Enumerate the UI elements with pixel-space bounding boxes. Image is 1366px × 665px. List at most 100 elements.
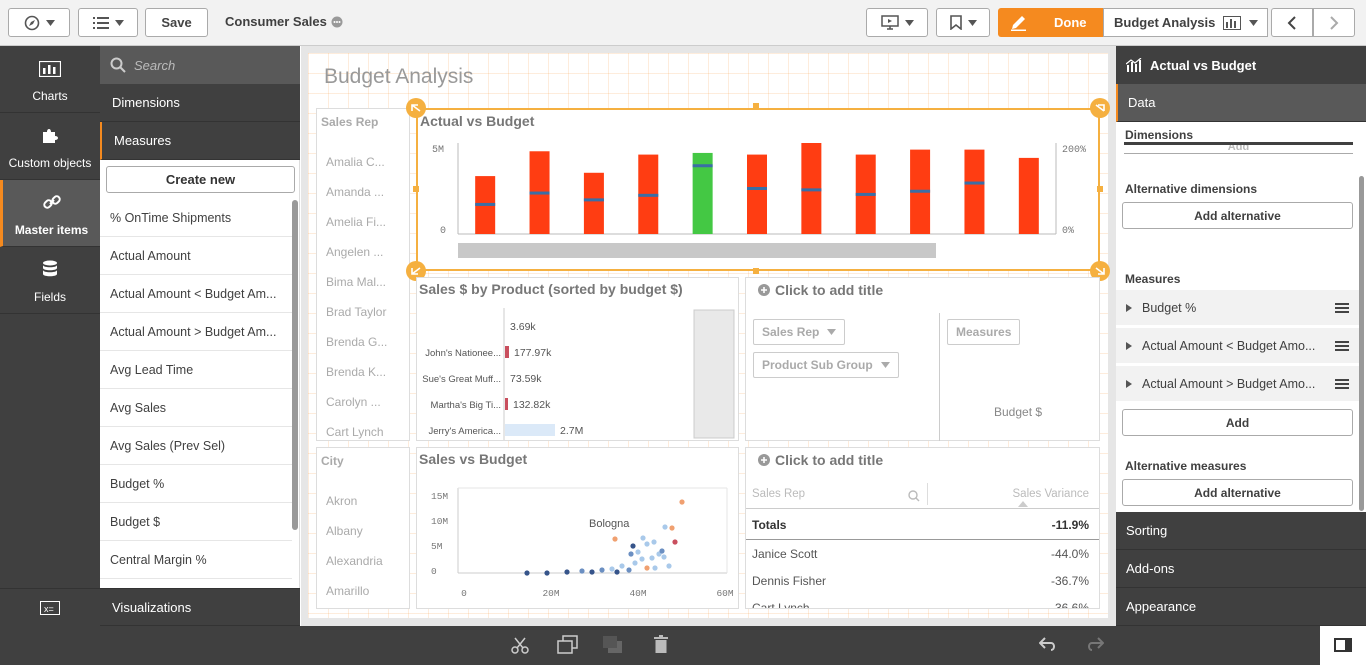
assets-scrollbar[interactable] [292, 200, 298, 530]
visualizations-section[interactable]: Visualizations [100, 588, 300, 626]
avb-scroll-bar[interactable] [458, 243, 936, 258]
sales-rep-value[interactable]: Bima Mal... [326, 275, 387, 289]
avb-budget-marker[interactable] [747, 187, 767, 190]
sheet-selector[interactable]: Budget Analysis [1103, 8, 1268, 37]
nav-variables[interactable]: x= [0, 588, 100, 626]
avb-budget-marker[interactable] [910, 189, 931, 193]
svb-point[interactable] [652, 565, 658, 571]
sales-rep-filter-pane[interactable]: Sales Rep Amalia C... Amanda ... Amelia Fi… [316, 108, 410, 441]
measure-item[interactable]: Avg Lead Time [100, 351, 292, 389]
city-value[interactable]: Akron [326, 494, 358, 508]
sales-vs-budget-chart[interactable]: Sales vs Budget 15M 10M 5M 0 0 20M 40M 60M Bolog… [416, 447, 739, 609]
avb-bar[interactable] [1018, 157, 1039, 234]
svb-point[interactable] [628, 551, 634, 557]
cut-icon[interactable] [511, 636, 529, 654]
sales-rep-value[interactable]: Brenda K... [326, 365, 387, 379]
undo-icon[interactable] [1039, 637, 1057, 651]
table-row-name[interactable]: Dennis Fisher [752, 574, 827, 588]
svb-point[interactable] [649, 555, 655, 561]
bookmark-button[interactable] [936, 8, 990, 37]
create-new-button[interactable]: Create new [106, 166, 295, 193]
svb-point[interactable] [619, 563, 625, 569]
product-plot[interactable]: 3.69k John's Nationee... 177.97k Sue's Grea… [417, 278, 739, 441]
save-button[interactable]: Save [145, 8, 208, 37]
copy-icon[interactable] [557, 635, 579, 655]
redo-icon[interactable] [1086, 637, 1104, 651]
table-col-sales-variance[interactable]: Sales Variance [1012, 488, 1090, 500]
drag-handle-icon[interactable] [1335, 340, 1349, 352]
avb-budget-marker[interactable] [529, 191, 550, 195]
measure-row[interactable]: Actual Amount < Budget Amo... [1116, 328, 1359, 364]
previous-sheet-button[interactable] [1271, 8, 1313, 37]
sales-rep-value[interactable]: Brenda G... [326, 335, 388, 349]
product-bar[interactable] [505, 346, 509, 358]
avb-budget-marker[interactable] [692, 164, 713, 168]
measure-item[interactable]: Avg Sales (Prev Sel) [100, 427, 292, 465]
drag-handle-icon[interactable] [1335, 378, 1349, 390]
sales-rep-value[interactable]: Carolyn ... [326, 395, 381, 409]
measure-item[interactable]: Actual Amount < Budget Am... [100, 275, 292, 313]
paste-icon[interactable] [602, 635, 624, 655]
avb-budget-marker[interactable] [964, 181, 985, 185]
measure-item[interactable]: Budget $ [100, 503, 292, 541]
avb-bar[interactable] [583, 172, 604, 234]
svb-point[interactable] [524, 570, 530, 576]
dimensions-section[interactable]: Dimensions [100, 84, 300, 122]
sales-rep-value[interactable]: Brad Taylor [326, 305, 387, 319]
drag-handle-icon[interactable] [1335, 302, 1349, 314]
pivot-title-area[interactable]: Click to add title [758, 282, 883, 298]
svb-point[interactable] [614, 569, 620, 575]
sorting-section[interactable]: Sorting [1116, 512, 1366, 550]
nav-master-items[interactable]: Master items [0, 180, 100, 247]
svb-point[interactable] [672, 539, 678, 545]
story-button[interactable] [866, 8, 928, 37]
svb-point[interactable] [632, 560, 638, 566]
sales-rep-value[interactable]: Angelen ... [326, 245, 384, 259]
avb-budget-marker[interactable] [638, 193, 659, 197]
dimension-add-button[interactable]: Add [1124, 142, 1353, 154]
pivot-chip-measures[interactable]: Measures [947, 319, 1021, 345]
city-value[interactable]: Alexandria [326, 554, 383, 568]
product-scroll-area[interactable] [693, 309, 735, 439]
svb-point[interactable] [564, 569, 570, 575]
expand-arrow-icon[interactable] [1126, 303, 1132, 312]
table-row-name[interactable]: Cart Lynch [752, 601, 810, 609]
measures-section[interactable]: Measures [100, 122, 300, 160]
avb-budget-marker[interactable] [855, 192, 876, 196]
sales-variance-table[interactable]: Click to add title Sales Rep Sales Varia… [745, 447, 1100, 609]
svb-point[interactable] [644, 541, 650, 547]
trash-icon[interactable] [654, 635, 668, 653]
avb-budget-marker[interactable] [583, 198, 604, 202]
svb-point[interactable] [589, 569, 595, 575]
measure-row[interactable]: Actual Amount > Budget Amo... [1116, 366, 1359, 402]
product-bar[interactable] [505, 424, 555, 436]
measure-item[interactable]: Budget % [100, 465, 292, 503]
city-value[interactable]: Amarillo [326, 584, 370, 598]
city-filter-pane[interactable]: City Akron Albany Alexandria Amarillo [316, 447, 410, 609]
nav-fields[interactable]: Fields [0, 247, 100, 314]
svb-point[interactable] [651, 539, 657, 545]
avb-budget-marker[interactable] [801, 188, 822, 192]
product-label[interactable]: Jerry's America... [428, 426, 501, 437]
product-label[interactable]: Sue's Great Muff... [422, 374, 501, 385]
svb-point[interactable] [609, 566, 615, 572]
table-title-area[interactable]: Click to add title [758, 452, 883, 468]
avb-bar[interactable] [747, 154, 767, 234]
actual-vs-budget-chart[interactable]: Actual vs Budget 5M 0 200% 0% [416, 108, 1100, 271]
svb-point[interactable] [544, 570, 550, 576]
city-value[interactable]: Albany [326, 524, 363, 538]
table-col-sales-rep[interactable]: Sales Rep [752, 488, 806, 500]
measure-item[interactable]: Avg Sales [100, 389, 292, 427]
toggle-properties-button[interactable] [1320, 626, 1366, 665]
global-menu-button[interactable] [78, 8, 138, 37]
measure-item[interactable]: % OnTime Shipments [100, 199, 292, 237]
nav-charts[interactable]: Charts [0, 46, 100, 113]
sales-rep-value[interactable]: Amalia C... [326, 155, 385, 169]
more-info-icon[interactable] [331, 16, 343, 28]
svb-point[interactable] [640, 535, 646, 541]
svb-point[interactable] [630, 543, 636, 549]
measure-row[interactable]: Budget % [1116, 290, 1359, 326]
properties-scrollbar[interactable] [1359, 176, 1364, 511]
svb-point[interactable] [612, 536, 618, 542]
pivot-chip-product-sub-group[interactable]: Product Sub Group [753, 352, 899, 378]
